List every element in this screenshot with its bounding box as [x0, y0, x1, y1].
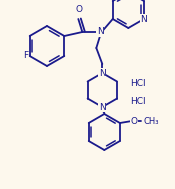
Text: N: N	[97, 28, 104, 36]
Text: HCl: HCl	[130, 80, 146, 88]
Text: N: N	[99, 68, 106, 77]
Text: HCl: HCl	[130, 97, 146, 105]
Text: CH₃: CH₃	[144, 116, 159, 125]
Text: N: N	[99, 102, 106, 112]
Text: N: N	[141, 15, 147, 23]
Text: O: O	[76, 5, 83, 14]
Text: F: F	[24, 51, 29, 60]
Text: O: O	[130, 116, 137, 125]
